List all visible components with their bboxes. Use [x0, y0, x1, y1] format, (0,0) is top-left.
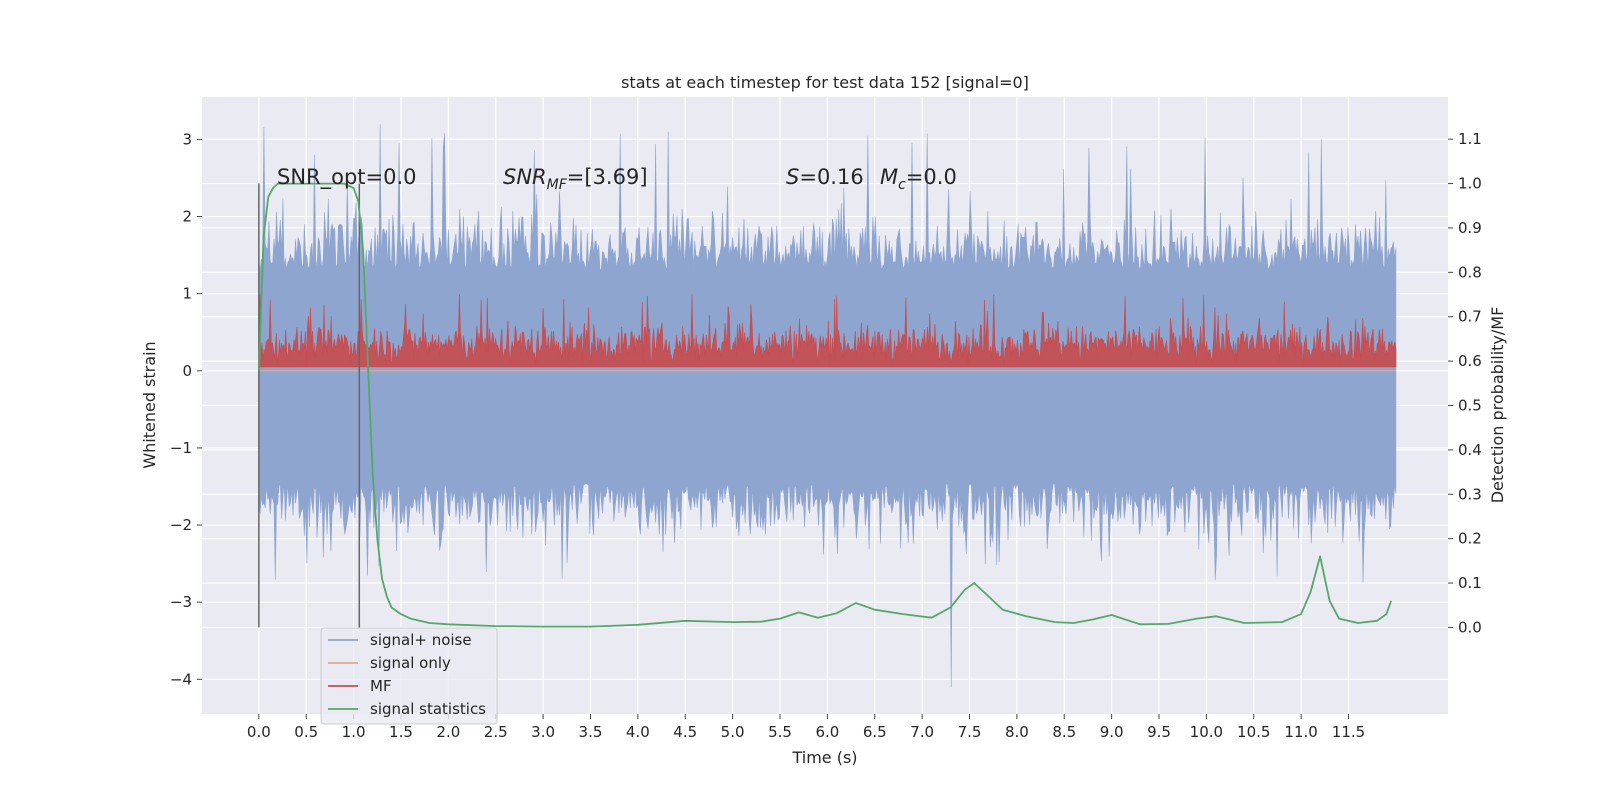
x-tick-label: 11.5 — [1332, 723, 1365, 741]
legend-box — [320, 627, 498, 725]
annotation-snr-mf-subscript: MF — [547, 177, 568, 193]
y-right-tick-label: 0.1 — [1458, 574, 1482, 592]
annotation-mc-symbol: M — [880, 165, 898, 189]
y-right-tick-label: 0.7 — [1458, 308, 1482, 326]
y-right-tick-label: 0.0 — [1458, 618, 1482, 636]
annotation-snr-mf-value: =[3.69] — [567, 165, 648, 189]
x-tick-label: 5.0 — [721, 723, 745, 741]
legend-label-mf: MF — [370, 677, 392, 695]
annotation-mc: Mc=0.0 — [880, 165, 957, 193]
x-tick-label: 0.5 — [294, 723, 318, 741]
x-tick-label: 1.5 — [389, 723, 413, 741]
y-axis-title: Whitened strain — [140, 341, 159, 468]
y-right-tick-label: 0.2 — [1458, 530, 1482, 548]
y-tick-label: −4 — [170, 670, 192, 688]
legend-label-signal-statistics: signal statistics — [370, 700, 486, 718]
data-layer — [258, 124, 1397, 688]
x-tick-label: 1.0 — [342, 723, 366, 741]
x-tick-label: 0.0 — [247, 723, 271, 741]
y-right-tick-label: 0.5 — [1458, 397, 1482, 415]
annotation-s: S=0.16 — [786, 165, 864, 189]
x-tick-label: 9.0 — [1100, 723, 1124, 741]
y-right-tick-label: 0.6 — [1458, 352, 1482, 370]
x-tick-label: 11.0 — [1284, 723, 1317, 741]
annotation-snr-mf-symbol: SNR — [503, 165, 547, 189]
y-right-tick-label: 0.4 — [1458, 441, 1482, 459]
y-tick-label: −1 — [170, 439, 192, 457]
y-right-tick-label: 0.3 — [1458, 485, 1482, 503]
ticks: 0.0 0.5 1.0 1.5 2.0 2.5 3.0 3.5 4.0 4.5 5.0 5.5 6.0 6… — [170, 130, 1482, 741]
y-right-tick-label: 1.0 — [1458, 175, 1482, 193]
legend-label-signal-only: signal only — [370, 654, 451, 672]
x-tick-label: 7.0 — [910, 723, 934, 741]
x-tick-label: 3.5 — [579, 723, 603, 741]
x-tick-label: 10.5 — [1237, 723, 1270, 741]
series-mf-band — [258, 294, 1397, 368]
x-tick-label: 7.5 — [958, 723, 982, 741]
y-tick-label: 1 — [182, 285, 192, 303]
y-right-tick-label: 0.9 — [1458, 219, 1482, 237]
annotation-s-value: =0.16 — [799, 165, 863, 189]
y-tick-label: 0 — [182, 362, 192, 380]
annotation-snr-opt: SNR_opt=0.0 — [277, 165, 417, 190]
annotation-mc-value: =0.0 — [906, 165, 957, 189]
y-tick-label: −2 — [170, 516, 192, 534]
x-tick-label: 2.5 — [484, 723, 508, 741]
annotation-s-symbol: S — [786, 165, 799, 189]
annotation-snr-mf: SNRMF=[3.69] — [503, 165, 648, 193]
x-tick-label: 8.5 — [1052, 723, 1076, 741]
x-tick-label: 6.5 — [863, 723, 887, 741]
y-tick-label: 2 — [182, 208, 192, 226]
legend-label-signal-noise: signal+ noise — [370, 631, 472, 649]
y-right-tick-label: 1.1 — [1458, 130, 1482, 148]
x-tick-label: 10.0 — [1190, 723, 1223, 741]
y-tick-label: −3 — [170, 593, 192, 611]
y-right-tick-label: 0.8 — [1458, 263, 1482, 281]
y-tick-label: 3 — [182, 130, 192, 148]
x-axis-title: Time (s) — [791, 748, 857, 767]
x-tick-label: 5.5 — [768, 723, 792, 741]
x-tick-label: 6.0 — [815, 723, 839, 741]
x-tick-label: 9.5 — [1147, 723, 1171, 741]
y-right-axis-title: Detection probability/MF — [1488, 307, 1507, 504]
chart-title: stats at each timestep for test data 152… — [621, 73, 1029, 92]
series-signal-noise-band — [258, 124, 1397, 688]
x-tick-label: 4.5 — [673, 723, 697, 741]
annotation-mc-subscript: c — [898, 177, 906, 193]
x-tick-label: 2.0 — [436, 723, 460, 741]
series-signal-statistics-line — [258, 182, 1392, 628]
x-tick-label: 3.0 — [531, 723, 555, 741]
x-tick-label: 4.0 — [626, 723, 650, 741]
legend: signal+ noise signal only MF signal stat… — [320, 627, 498, 725]
x-tick-label: 8.0 — [1005, 723, 1029, 741]
